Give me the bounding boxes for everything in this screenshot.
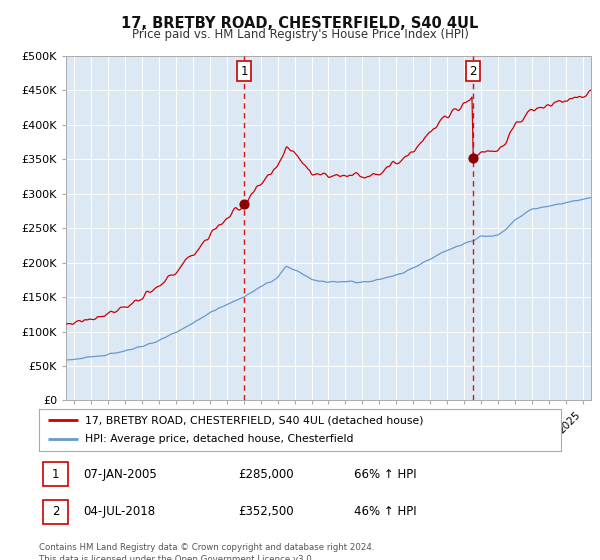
- Text: 17, BRETBY ROAD, CHESTERFIELD, S40 4UL: 17, BRETBY ROAD, CHESTERFIELD, S40 4UL: [121, 16, 479, 31]
- Text: Price paid vs. HM Land Registry's House Price Index (HPI): Price paid vs. HM Land Registry's House …: [131, 28, 469, 41]
- Text: 46% ↑ HPI: 46% ↑ HPI: [354, 506, 416, 519]
- FancyBboxPatch shape: [43, 462, 68, 486]
- Text: 17, BRETBY ROAD, CHESTERFIELD, S40 4UL (detached house): 17, BRETBY ROAD, CHESTERFIELD, S40 4UL (…: [85, 415, 424, 425]
- Text: 2: 2: [52, 506, 59, 519]
- Text: 1: 1: [52, 468, 59, 480]
- Text: 2: 2: [469, 64, 477, 78]
- Text: 1: 1: [241, 64, 248, 78]
- Text: £352,500: £352,500: [239, 506, 294, 519]
- Point: [239, 199, 249, 208]
- Text: Contains HM Land Registry data © Crown copyright and database right 2024.
This d: Contains HM Land Registry data © Crown c…: [39, 543, 374, 560]
- Text: HPI: Average price, detached house, Chesterfield: HPI: Average price, detached house, Ches…: [85, 435, 353, 445]
- Text: 07-JAN-2005: 07-JAN-2005: [83, 468, 157, 480]
- Text: 04-JUL-2018: 04-JUL-2018: [83, 506, 156, 519]
- Point: [468, 153, 478, 162]
- Text: 66% ↑ HPI: 66% ↑ HPI: [354, 468, 416, 480]
- FancyBboxPatch shape: [43, 500, 68, 524]
- Text: £285,000: £285,000: [239, 468, 294, 480]
